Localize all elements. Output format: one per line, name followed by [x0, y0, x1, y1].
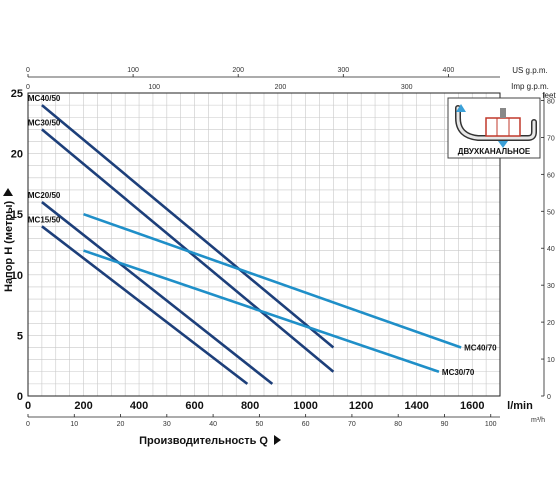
- x-tick-label: 200: [74, 400, 92, 412]
- y-tick-label: 0: [17, 391, 23, 403]
- x-axis-title: Производительность Q: [139, 435, 268, 447]
- feet-tick-label: 0: [547, 394, 551, 401]
- x-axis-arrow-icon: [274, 435, 281, 445]
- series-labels: MC40/50 MC30/50 MC20/50 MC15/50 MC40/70 MC30/…: [28, 94, 497, 377]
- x-tick-label: 1000: [293, 400, 317, 412]
- y-tick-label: 10: [11, 270, 23, 282]
- y-tick-label: 15: [11, 209, 23, 221]
- x-tick-label: 0: [25, 400, 31, 412]
- y-tick-label: 5: [17, 330, 23, 342]
- impeller-inset: ДВУХКАНАЛЬНОЕ: [447, 97, 541, 159]
- us-gpm-unit-label: US g.p.m.: [512, 66, 548, 75]
- m3h-tick-label: 60: [302, 421, 310, 428]
- series-lines: [41, 104, 462, 385]
- feet-tick-label: 40: [547, 246, 555, 253]
- m3h-tick-label: 50: [255, 421, 263, 428]
- series-line-mc20-50: [41, 201, 274, 385]
- series-label-mc30-70: MC30/70: [442, 368, 475, 377]
- feet-tick-label: 80: [547, 98, 555, 105]
- axes: 0 200 400 600 800 1000 1200 1400 1600 l/min051015…: [3, 66, 556, 447]
- series-label-mc40-70: MC40/70: [464, 344, 497, 353]
- us-gpm-tick-label: 200: [232, 67, 244, 74]
- inset-label: ДВУХКАНАЛЬНОЕ: [458, 147, 531, 156]
- m3h-tick-label: 0: [26, 421, 30, 428]
- m3h-tick-label: 90: [441, 421, 449, 428]
- series-label-mc40-50: MC40/50: [28, 94, 61, 103]
- imp-gpm-tick-label: 0: [26, 84, 30, 91]
- series-label-mc30-50: MC30/50: [28, 118, 61, 127]
- feet-tick-label: 60: [547, 172, 555, 179]
- imp-gpm-tick-label: 300: [401, 84, 413, 91]
- m3h-tick-label: 10: [70, 421, 78, 428]
- series-label-mc20-50: MC20/50: [28, 191, 61, 200]
- feet-tick-label: 30: [547, 283, 555, 290]
- feet-tick-label: 50: [547, 209, 555, 216]
- feet-tick-label: 10: [547, 357, 555, 364]
- y-tick-label: 20: [11, 149, 23, 161]
- y-axis-title: Напор H (метры): [3, 201, 15, 292]
- m3h-tick-label: 100: [485, 421, 497, 428]
- y-axis-arrow-icon: [3, 188, 13, 196]
- imp-gpm-tick-label: 100: [148, 84, 160, 91]
- us-gpm-tick-label: 100: [127, 67, 139, 74]
- series-line-mc30-70: [83, 249, 440, 373]
- series-line-mc40-50: [41, 104, 335, 349]
- imp-gpm-unit-label: Imp g.p.m.: [511, 82, 549, 91]
- x-tick-label: 1400: [404, 400, 428, 412]
- series-line-mc15-50: [41, 225, 249, 385]
- feet-tick-label: 70: [547, 135, 555, 142]
- us-gpm-tick-label: 300: [337, 67, 349, 74]
- feet-unit-label: feet: [542, 91, 556, 100]
- m3h-tick-label: 40: [209, 421, 217, 428]
- imp-gpm-tick-label: 200: [275, 84, 287, 91]
- grid: [28, 93, 500, 396]
- dual-channel-impeller-icon: [455, 104, 537, 148]
- feet-tick-label: 20: [547, 320, 555, 327]
- series-line-mc40-70: [83, 212, 462, 349]
- x-tick-label: 800: [241, 400, 259, 412]
- us-gpm-tick-label: 0: [26, 67, 30, 74]
- x-unit-label: l/min: [507, 400, 533, 412]
- series-label-mc15-50: MC15/50: [28, 215, 61, 224]
- m3h-tick-label: 70: [348, 421, 356, 428]
- x-tick-label: 1200: [349, 400, 373, 412]
- x-tick-label: 1600: [460, 400, 484, 412]
- us-gpm-tick-label: 400: [443, 67, 455, 74]
- m3h-unit-label: m³/h: [531, 417, 545, 424]
- y-tick-label: 25: [11, 88, 23, 100]
- x-tick-label: 400: [130, 400, 148, 412]
- plot-frame: [27, 92, 501, 397]
- m3h-tick-label: 80: [394, 421, 402, 428]
- x-tick-label: 600: [185, 400, 203, 412]
- m3h-tick-label: 30: [163, 421, 171, 428]
- m3h-tick-label: 20: [117, 421, 125, 428]
